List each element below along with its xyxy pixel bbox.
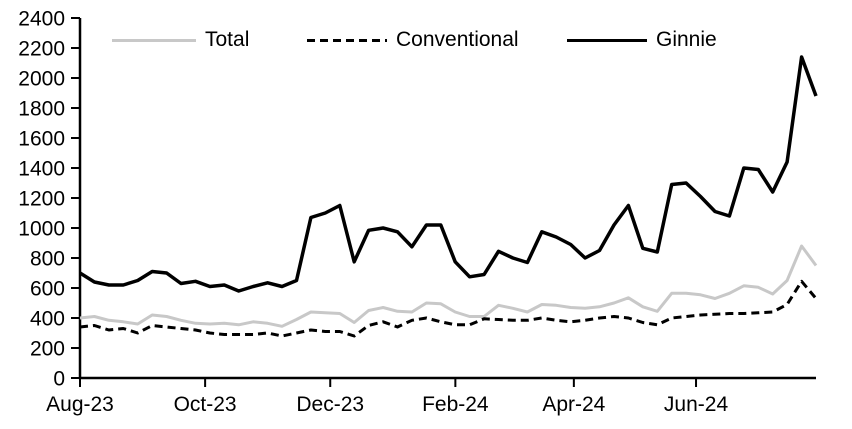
x-axis-tick-label: Jun-24 [664, 393, 729, 416]
y-axis-tick-label: 200 [30, 338, 65, 361]
y-axis-tick-label: 600 [30, 278, 65, 301]
ginnie-line [79, 55, 818, 293]
y-axis-tick-label: 2200 [18, 38, 65, 61]
x-axis-tick-label: Apr-24 [542, 393, 605, 416]
conventional-line [79, 279, 818, 338]
y-axis-tick-label: 1000 [18, 218, 65, 241]
y-axis-tick-label: 1600 [18, 128, 65, 151]
x-axis-tick-label: Dec-23 [296, 393, 364, 416]
y-axis-tick-label: 1400 [18, 158, 65, 181]
y-axis-tick-label: 1800 [18, 98, 65, 121]
y-axis-tick-label: 0 [53, 368, 65, 391]
x-axis-tick-label: Oct-23 [174, 393, 237, 416]
total-line [79, 244, 818, 328]
x-axis-tick-label: Aug-23 [46, 393, 114, 416]
y-axis-tick-label: 2400 [18, 8, 65, 31]
y-axis-tick-label: 800 [30, 248, 65, 271]
y-axis-tick-label: 400 [30, 308, 65, 331]
y-axis-tick-label: 2000 [18, 68, 65, 91]
x-axis-tick-label: Feb-24 [422, 393, 489, 416]
y-axis-tick-label: 1200 [18, 188, 65, 211]
